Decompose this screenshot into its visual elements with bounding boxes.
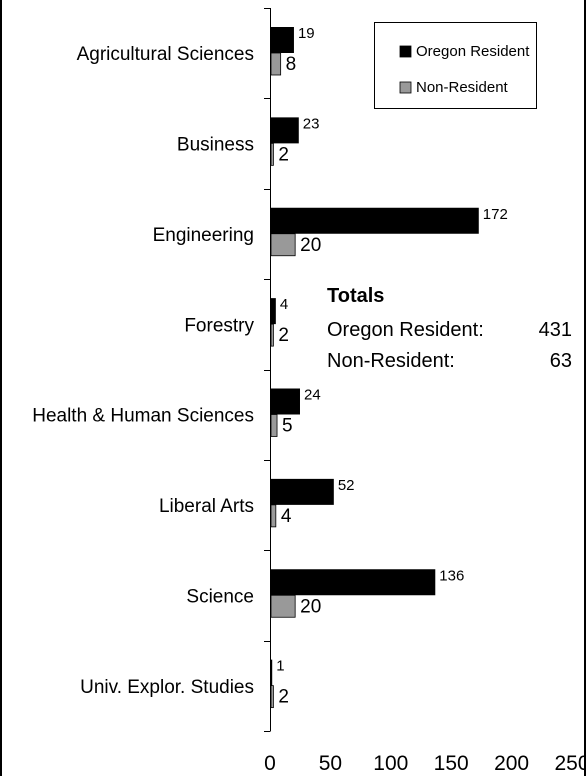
non-resident-value-label: 8 [286,54,297,75]
non-resident-bar [270,233,296,257]
oregon-resident-bar [271,478,334,505]
oregon-resident-value-label: 172 [483,206,508,223]
non-resident-value-label: 20 [300,235,321,256]
x-tick-label: 250 [554,752,586,775]
non-resident-value-label: 5 [282,416,293,437]
oregon-resident-value-label: 52 [338,477,355,494]
non-resident-value-label: 2 [278,687,289,708]
oregon-resident-bar [271,117,299,144]
non-resident-bar [270,142,274,166]
non-resident-value-label: 2 [278,144,289,165]
non-resident-bar [270,323,274,347]
non-resident-bar [270,52,282,76]
category-label: Univ. Explor. Studies [80,677,254,698]
category-label: Forestry [184,315,254,336]
category-label: Agricultural Sciences [77,44,254,65]
legend-label-oregon-resident: Oregon Resident [416,43,530,60]
category-label: Engineering [153,225,254,246]
category-label: Science [186,586,254,607]
legend-label-non-resident: Non-Resident [416,79,509,96]
x-tick-label: 100 [373,752,408,775]
non-resident-bar [270,504,277,528]
legend-swatch-oregon-resident [399,45,412,58]
oregon-resident-bar [271,27,294,53]
oregon-resident-bar [271,207,479,234]
oregon-resident-value-label: 24 [304,387,321,404]
oregon-resident-value-label: 4 [280,296,288,313]
category-label: Liberal Arts [159,496,254,517]
non-resident-bar [270,685,274,709]
non-resident-bar [270,594,296,618]
x-tick-label: 50 [319,752,342,775]
legend-swatch-non-resident [399,81,412,94]
legend-box [374,22,537,109]
totals-title: Totals [327,285,384,307]
oregon-resident-bar [271,298,276,325]
oregon-resident-bar [271,659,273,686]
non-resident-value-label: 2 [278,325,289,346]
oregon-resident-bar [271,569,436,596]
oregon-resident-value-label: 19 [298,25,315,42]
x-tick-label: 0 [264,752,276,775]
totals-value: 63 [550,350,572,372]
oregon-resident-value-label: 1 [276,658,284,675]
totals-label: Oregon Resident: [327,319,484,341]
totals-value: 431 [539,319,572,341]
non-resident-value-label: 4 [281,506,292,527]
category-label: Business [177,135,254,156]
oregon-resident-bar [271,388,300,415]
category-label: Health & Human Sciences [32,406,254,427]
non-resident-value-label: 20 [300,596,321,617]
oregon-resident-value-label: 136 [439,567,464,584]
non-resident-bar [270,414,278,437]
x-tick-label: 150 [434,752,469,775]
totals-label: Non-Resident: [327,350,455,372]
oregon-resident-value-label: 23 [303,115,320,132]
x-tick-label: 200 [494,752,529,775]
